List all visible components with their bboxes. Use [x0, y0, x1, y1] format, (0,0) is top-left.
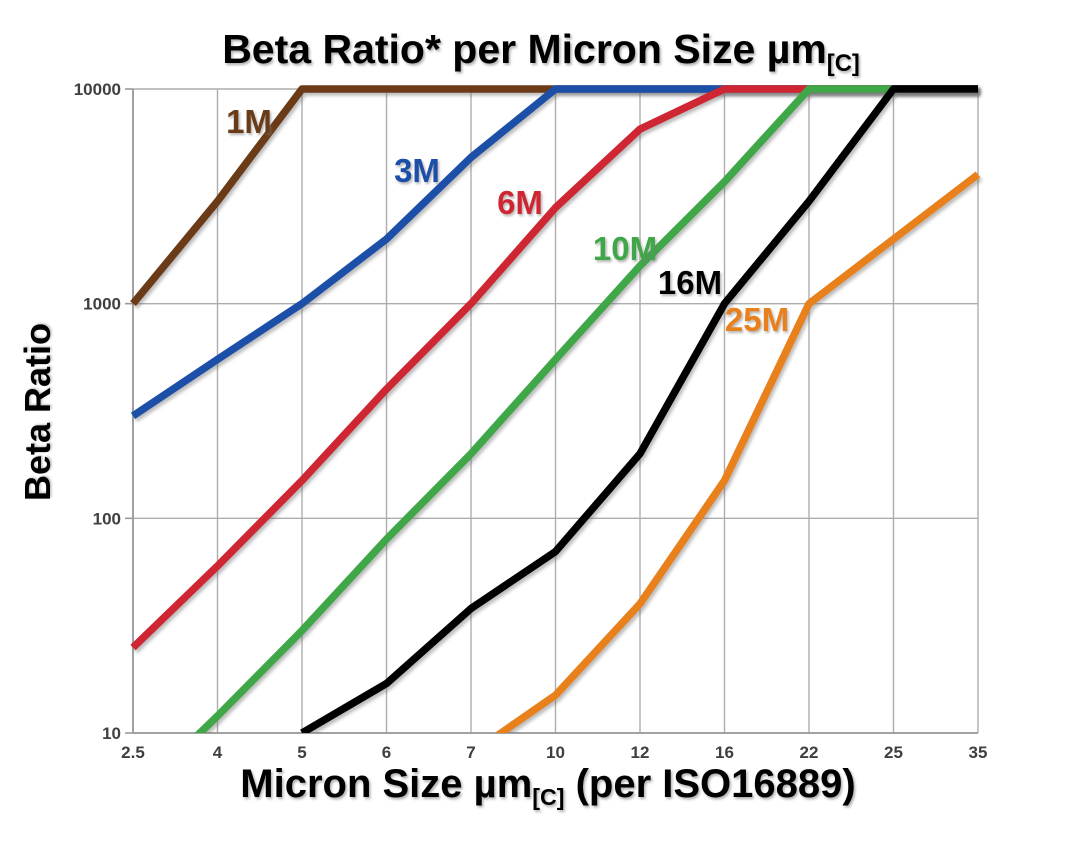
x-tick-label: 5 — [297, 743, 306, 762]
x-axis-title-suffix: (per ISO16889) — [564, 762, 856, 806]
chart-title-text: Beta Ratio* per Micron Size µm — [222, 26, 827, 72]
x-axis-title-subscript: [C] — [532, 783, 565, 810]
x-tick-label: 6 — [382, 743, 391, 762]
axes — [125, 88, 978, 734]
series-label-6M: 6M — [497, 184, 543, 221]
x-tick-label: 7 — [466, 743, 475, 762]
tick-labels: 10 100 1000 10000 2.5 4 5 6 7 10 12 16 22 25 35 — [74, 80, 988, 762]
y-tick-label: 10000 — [74, 80, 121, 99]
x-tick-label: 25 — [884, 743, 903, 762]
x-tick-label: 2.5 — [121, 743, 145, 762]
series-line-10M — [194, 85, 978, 733]
gridlines — [132, 88, 979, 734]
chart-title-subscript: [C] — [826, 49, 860, 77]
series-label-16M: 16M — [658, 264, 722, 301]
x-axis-title-text: Micron Size µm — [240, 762, 533, 806]
series-label-1M: 1M — [226, 103, 272, 140]
series-label-10M: 10M — [593, 230, 657, 267]
x-tick-label: 12 — [631, 743, 650, 762]
x-tick-label: 35 — [969, 743, 988, 762]
x-axis-title: Micron Size µm[C] (per ISO16889) — [0, 762, 1082, 810]
series-line-25M — [494, 171, 981, 733]
x-tick-label: 4 — [213, 743, 223, 762]
y-tick-label: 1000 — [83, 295, 121, 314]
y-tick-label: 10 — [102, 724, 121, 743]
x-tick-label: 10 — [546, 743, 565, 762]
x-tick-label: 16 — [715, 743, 734, 762]
x-tick-label: 22 — [800, 743, 819, 762]
series-lines — [130, 85, 981, 733]
series-line-16M — [300, 85, 978, 733]
series-label-3M: 3M — [394, 152, 440, 189]
y-tick-label: 100 — [93, 509, 121, 528]
chart-title: Beta Ratio* per Micron Size µm[C] — [0, 26, 1082, 77]
series-label-25M: 25M — [725, 301, 789, 338]
y-axis-title: Beta Ratio — [17, 322, 58, 502]
